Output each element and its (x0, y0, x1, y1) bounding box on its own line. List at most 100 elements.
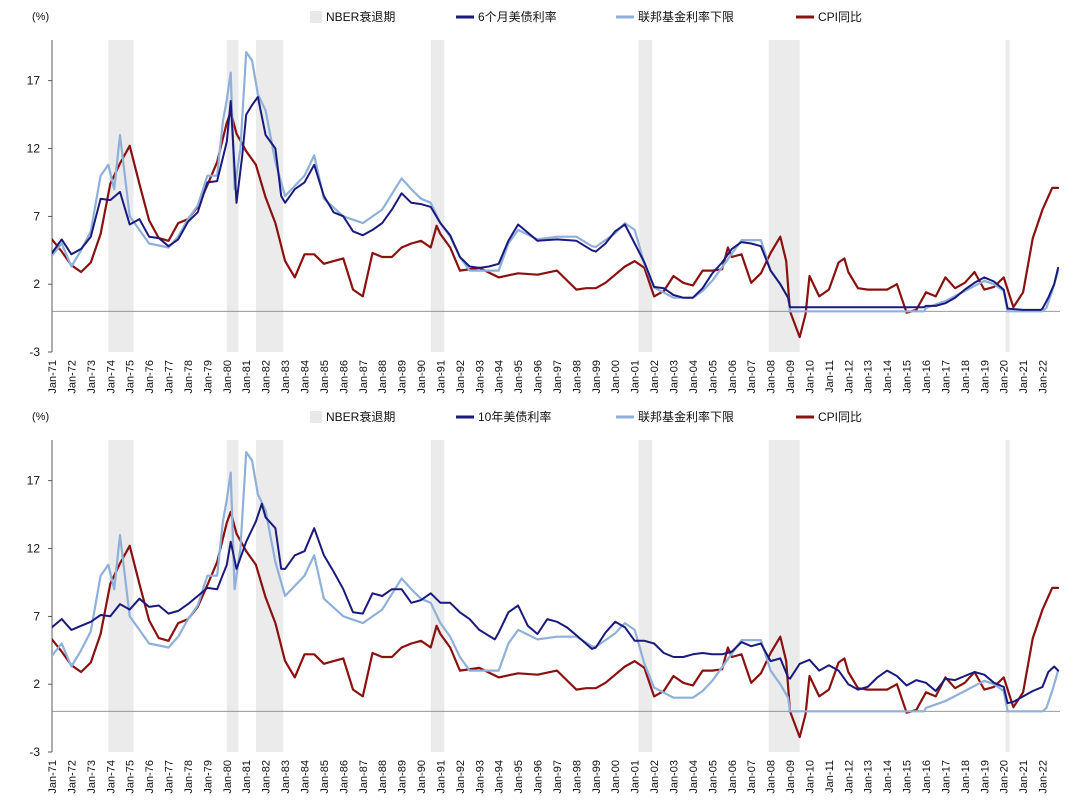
recession-band (108, 440, 134, 752)
x-tick-label: Jan-87 (358, 360, 370, 394)
recession-bands (108, 440, 1010, 752)
x-tick-label: Jan-95 (513, 360, 525, 394)
x-tick-label: Jan-09 (785, 360, 797, 394)
x-tick-label: Jan-71 (47, 760, 59, 794)
y-tick-label: 12 (27, 142, 41, 156)
x-tick-label: Jan-03 (669, 360, 681, 394)
x-tick-label: Jan-86 (338, 760, 350, 794)
x-tick-label: Jan-04 (688, 760, 700, 794)
series-line-0 (52, 110, 1060, 339)
x-tick-label: Jan-15 (902, 760, 914, 794)
x-tick-label: Jan-22 (1038, 760, 1050, 794)
x-tick-label: Jan-18 (960, 760, 972, 794)
x-tick-label: Jan-79 (202, 360, 214, 394)
x-tick-label: Jan-12 (843, 760, 855, 794)
series-group (52, 51, 1060, 339)
y-tick-label: 7 (33, 609, 40, 623)
x-tick-label: Jan-84 (299, 360, 311, 394)
x-tick-label: Jan-13 (863, 360, 875, 394)
x-tick-label: Jan-13 (863, 760, 875, 794)
x-tick-label: Jan-01 (630, 760, 642, 794)
x-tick-label: Jan-78 (183, 360, 195, 394)
y-tick-label: -3 (29, 745, 40, 759)
legend-swatch-band (310, 411, 322, 423)
series-line-1 (52, 51, 1060, 313)
x-tick-label: Jan-83 (280, 760, 292, 794)
recession-band (255, 40, 284, 352)
x-tick-label: Jan-10 (804, 760, 816, 794)
x-tick-label: Jan-01 (630, 360, 642, 394)
recession-band (638, 40, 653, 352)
x-tick-label: Jan-98 (571, 360, 583, 394)
legend-label: NBER衰退期 (326, 409, 395, 424)
x-tick-label: Jan-75 (125, 360, 137, 394)
x-tick-label: Jan-12 (843, 360, 855, 394)
recession-band (768, 40, 800, 352)
legend-label: CPI同比 (818, 10, 862, 24)
x-tick-label: Jan-11 (824, 360, 836, 393)
x-tick-label: Jan-14 (882, 760, 894, 794)
x-tick-label: Jan-22 (1038, 360, 1050, 394)
x-tick-label: Jan-16 (921, 360, 933, 394)
x-tick-label: Jan-77 (164, 760, 176, 794)
x-tick-label: Jan-15 (902, 360, 914, 394)
x-tick-label: Jan-80 (222, 760, 234, 794)
unit-label: (%) (32, 11, 49, 23)
x-tick-label: Jan-91 (435, 760, 447, 794)
x-tick-label: Jan-97 (552, 760, 564, 794)
x-tick-label: Jan-76 (144, 360, 156, 394)
x-tick-label: Jan-19 (979, 760, 991, 794)
x-tick-label: Jan-72 (66, 360, 78, 394)
x-tick-label: Jan-88 (377, 760, 389, 794)
x-tick-label: Jan-00 (610, 760, 622, 794)
y-tick-label: 17 (27, 474, 41, 488)
x-tick-label: Jan-05 (707, 760, 719, 794)
x-tick-label: Jan-83 (280, 360, 292, 394)
x-tick-label: Jan-78 (183, 760, 195, 794)
x-tick-label: Jan-82 (261, 360, 273, 394)
chart-10y-treasury: -3 2 7 12 17 (%) Jan-71 Jan-72 Jan-73 Jan-74 Jan-7… (27, 409, 1060, 794)
x-tick-label: Jan-84 (299, 760, 311, 794)
recession-band (1005, 40, 1010, 352)
legend: NBER衰退期 10年美债利率 联邦基金利率下限 CPI同比 (310, 409, 862, 424)
x-tick-label: Jan-81 (241, 760, 253, 794)
x-tick-label: Jan-89 (397, 760, 409, 794)
unit-label: (%) (32, 411, 49, 423)
x-tick-label: Jan-16 (921, 760, 933, 794)
recession-band (226, 40, 239, 352)
x-tick-label: Jan-06 (727, 360, 739, 394)
series-group (52, 451, 1060, 739)
x-tick-label: Jan-09 (785, 760, 797, 794)
chart-6m-treasury: -3 2 7 12 17 (%) Jan-71 Jan-72 Jan-73 Jan-74 Jan-7… (27, 9, 1060, 394)
x-tick-label: Jan-92 (455, 360, 467, 394)
x-tick-label: Jan-10 (804, 360, 816, 394)
x-tick-label: Jan-05 (707, 360, 719, 394)
x-tick-label: Jan-94 (494, 760, 506, 794)
x-tick-label: Jan-95 (513, 760, 525, 794)
x-tick-label: Jan-72 (66, 760, 78, 794)
x-tick-label: Jan-76 (144, 760, 156, 794)
x-tick-label: Jan-77 (164, 360, 176, 394)
recession-band (430, 40, 445, 352)
x-tick-label: Jan-74 (105, 760, 117, 794)
chart-panel-bottom: -3 2 7 12 17 (%) Jan-71 Jan-72 Jan-73 Jan-74 Jan-7… (0, 400, 1080, 800)
x-tick-label: Jan-74 (105, 360, 117, 394)
x-tick-label: Jan-90 (416, 760, 428, 794)
recession-band (430, 440, 445, 752)
recession-band (1005, 440, 1010, 752)
y-tick-label: 17 (27, 74, 41, 88)
x-tick-label: Jan-14 (882, 360, 894, 394)
y-tick-label: 12 (27, 542, 41, 556)
legend-label: 联邦基金利率下限 (638, 409, 734, 424)
series-line-1 (52, 451, 1060, 713)
x-tick-label: Jan-19 (979, 360, 991, 394)
x-tick-label: Jan-93 (474, 760, 486, 794)
x-tick-label: Jan-02 (649, 360, 661, 394)
series-line-2 (52, 96, 1060, 311)
y-tick-label: -3 (29, 345, 40, 359)
x-tick-label: Jan-17 (940, 760, 952, 794)
x-tick-label: Jan-81 (241, 360, 253, 394)
legend-label: 10年美债利率 (478, 409, 551, 424)
x-tick-label: Jan-03 (669, 760, 681, 794)
series-line-2 (52, 502, 1060, 705)
